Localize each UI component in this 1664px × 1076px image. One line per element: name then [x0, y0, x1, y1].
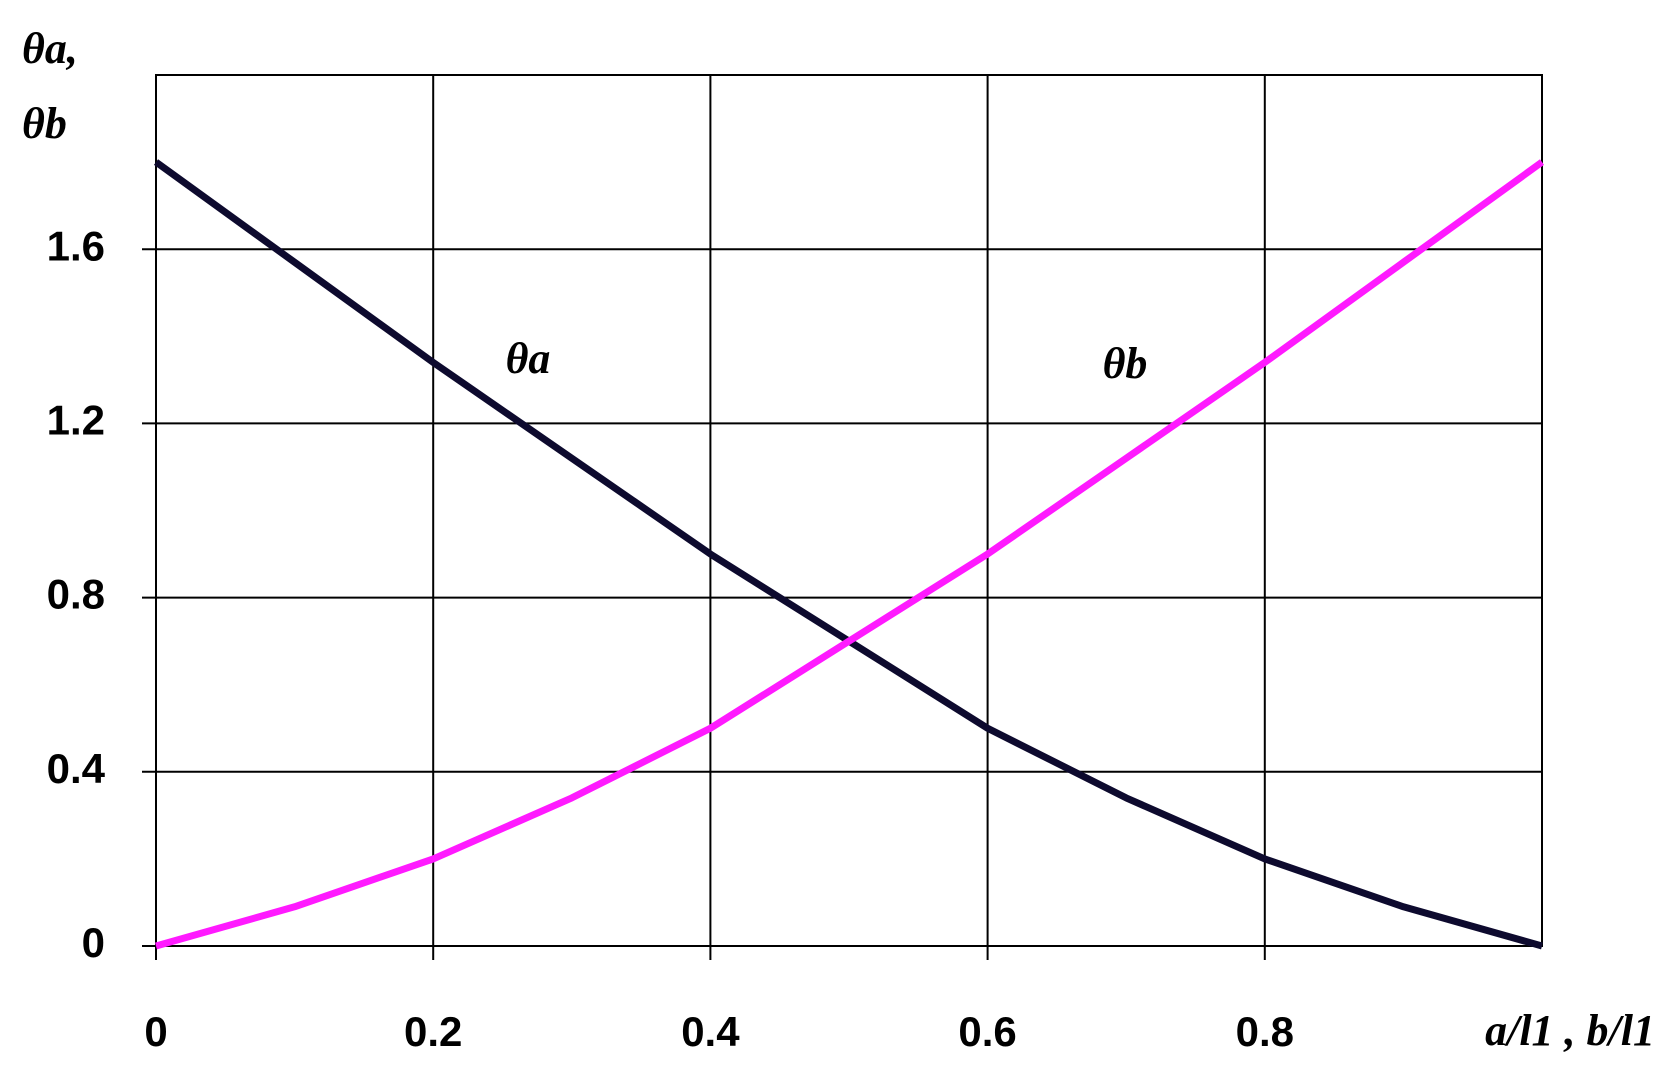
y-axis-label: θa,: [22, 24, 78, 73]
x-tick-label: 0.6: [958, 1008, 1016, 1055]
y-tick-label: 1.6: [47, 222, 105, 269]
y-tick-label: 0: [82, 919, 105, 966]
curve-label: θa: [506, 334, 551, 383]
x-tick-label: 0.4: [681, 1008, 740, 1055]
x-axis-label: a/l1 , b/l1: [1485, 1006, 1655, 1055]
y-tick-label: 0.4: [47, 745, 106, 792]
y-tick-label: 0.8: [47, 571, 105, 618]
x-tick-label: 0.2: [404, 1008, 462, 1055]
y-tick-label: 1.2: [47, 396, 105, 443]
series-line: [153, 159, 1543, 950]
y-axis-label: θb: [22, 99, 67, 148]
series-line: [155, 159, 1545, 950]
plot-frame: [155, 74, 1543, 947]
x-tick-label: 0: [144, 1008, 167, 1055]
x-tick-label: 0.8: [1236, 1008, 1294, 1055]
curve-label: θb: [1103, 339, 1148, 388]
